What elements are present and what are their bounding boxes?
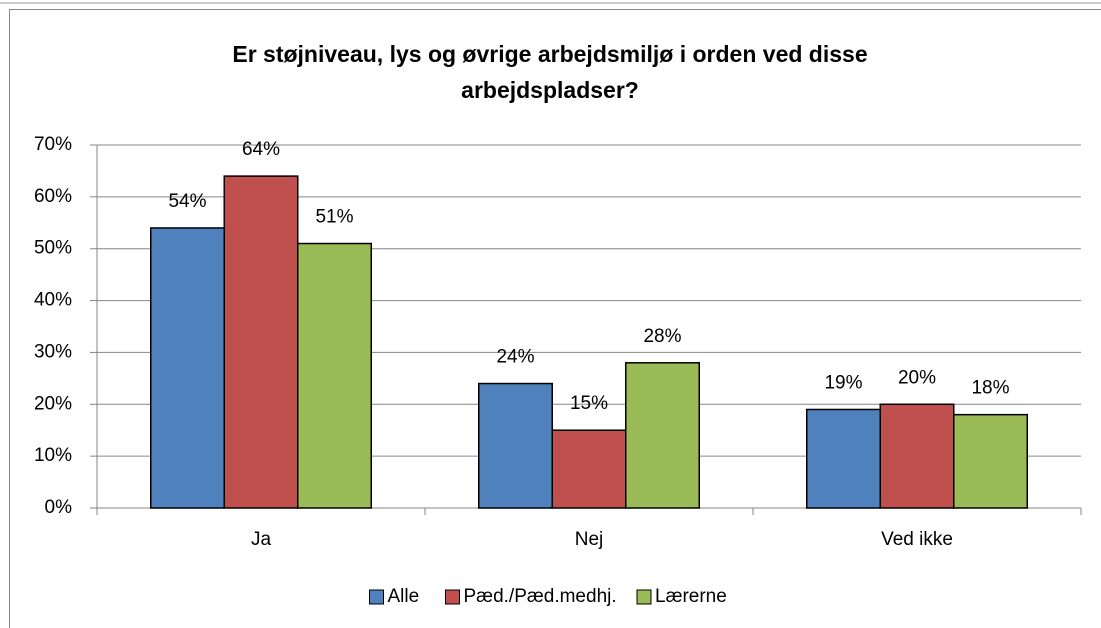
legend-swatch [445,589,460,605]
value-label: 18% [971,378,1009,399]
y-tick-label: 10% [34,445,72,466]
legend-swatch [636,589,652,605]
legend-label: Pæd./Pæd.medhj. [464,586,617,607]
value-label: 20% [898,367,936,388]
chart-title: arbejdspladser? [461,77,639,103]
bar [806,408,881,509]
bar [551,429,627,509]
bar [150,227,225,509]
y-tick-label: 50% [34,238,72,259]
y-tick-label: 60% [34,186,72,207]
x-tick-label: Ja [251,529,272,550]
bar [879,403,955,509]
value-label: 64% [242,139,280,160]
bar [625,362,700,509]
legend-label: Alle [388,586,420,607]
bar [297,242,372,509]
legend-label: Lærerne [655,586,727,607]
bar [223,175,299,509]
bar [953,413,1028,509]
value-label: 28% [643,326,681,347]
value-label: 54% [168,191,206,212]
legend-swatch [369,589,384,605]
chart-title: Er støjniveau, lys og øvrige arbejdsmilj… [232,41,867,67]
value-label: 19% [824,372,862,393]
bar [478,382,553,509]
chart-border [9,9,1101,628]
x-tick-label: Nej [575,529,604,550]
y-tick-label: 70% [34,134,72,155]
y-tick-label: 20% [34,393,72,414]
value-label: 24% [496,347,534,368]
value-label: 51% [315,207,353,228]
y-tick-label: 0% [45,497,73,518]
y-tick-label: 40% [34,290,72,311]
x-tick-label: Ved ikke [881,529,953,550]
y-tick-label: 30% [34,341,72,362]
value-label: 15% [570,393,608,414]
